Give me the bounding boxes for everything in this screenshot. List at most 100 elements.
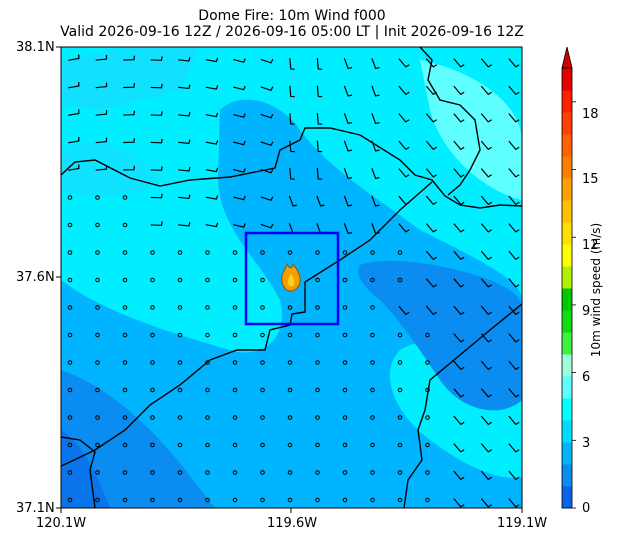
wind-barb bbox=[508, 278, 520, 288]
calm-wind-marker bbox=[205, 332, 210, 338]
fire-icon[interactable] bbox=[281, 262, 301, 292]
calm-wind-marker bbox=[260, 277, 265, 283]
calm-wind-marker bbox=[150, 497, 155, 503]
wind-barbs bbox=[67, 54, 520, 508]
calm-wind-marker bbox=[205, 497, 210, 503]
wind-barb bbox=[260, 223, 274, 229]
calm-wind-marker bbox=[232, 305, 238, 310]
wind-barb bbox=[453, 85, 465, 96]
wind-barb bbox=[480, 470, 493, 481]
calm-wind-marker bbox=[425, 497, 430, 503]
wind-barb bbox=[508, 85, 520, 96]
calm-wind-marker bbox=[425, 442, 430, 448]
calm-wind-marker bbox=[95, 470, 100, 475]
wind-barb bbox=[178, 166, 191, 172]
wind-barb bbox=[508, 250, 520, 261]
wind-barb bbox=[453, 223, 465, 233]
calm-wind-marker bbox=[260, 470, 265, 475]
wind-barb bbox=[123, 165, 136, 171]
wind-barb bbox=[316, 195, 325, 207]
wind-barb bbox=[233, 195, 246, 201]
wind-barb bbox=[425, 250, 438, 261]
wind-barb bbox=[453, 305, 465, 316]
calm-wind-marker bbox=[122, 332, 128, 338]
calm-wind-marker bbox=[95, 195, 100, 200]
wind-barb bbox=[508, 333, 520, 343]
wind-barb bbox=[260, 168, 274, 174]
calm-wind-marker bbox=[122, 497, 128, 503]
calm-wind-marker bbox=[260, 360, 265, 365]
wind-barb bbox=[371, 140, 380, 152]
colorbar-extend-arrow bbox=[561, 46, 573, 69]
calm-wind-marker bbox=[232, 470, 238, 475]
calm-wind-marker bbox=[397, 332, 403, 338]
calm-wind-marker bbox=[122, 277, 128, 283]
wind-barb bbox=[343, 113, 353, 125]
calm-wind-marker bbox=[205, 360, 210, 365]
colorbar-tick: 6 bbox=[582, 370, 591, 385]
wind-barb bbox=[68, 164, 80, 171]
wind-barb bbox=[233, 58, 246, 63]
calm-wind-marker bbox=[122, 250, 128, 255]
wind-barb bbox=[371, 168, 380, 180]
calm-wind-marker bbox=[177, 305, 183, 310]
calm-wind-marker bbox=[177, 332, 183, 338]
calm-wind-marker bbox=[232, 360, 238, 365]
wind-barb bbox=[453, 333, 465, 343]
wind-barb bbox=[453, 498, 465, 508]
calm-wind-marker bbox=[95, 222, 100, 228]
wind-barb bbox=[289, 113, 295, 125]
wind-barb bbox=[508, 498, 520, 508]
colorbar-segment bbox=[562, 266, 572, 289]
wind-barb bbox=[480, 223, 493, 233]
y-tick-label: 37.1N bbox=[16, 501, 55, 516]
calm-wind-marker bbox=[397, 497, 403, 503]
wind-barb bbox=[95, 110, 108, 116]
calm-wind-marker bbox=[205, 387, 210, 393]
calm-wind-marker bbox=[95, 332, 100, 338]
calm-wind-marker bbox=[425, 415, 430, 420]
calm-wind-marker bbox=[315, 250, 320, 255]
state-county-borders bbox=[61, 47, 522, 508]
wind-barb bbox=[425, 58, 438, 68]
calm-wind-marker bbox=[150, 470, 155, 475]
calm-wind-marker bbox=[342, 415, 348, 420]
calm-wind-marker bbox=[342, 360, 348, 365]
wind-barb bbox=[508, 223, 520, 233]
wind-barb bbox=[205, 57, 219, 63]
wind-barb bbox=[343, 58, 353, 70]
wind-barb bbox=[508, 168, 520, 178]
wind-barb bbox=[453, 415, 465, 426]
calm-wind-marker bbox=[425, 332, 430, 338]
tick-marks bbox=[56, 46, 523, 513]
wind-barb bbox=[316, 168, 323, 180]
wind-barb bbox=[233, 85, 246, 91]
wind-barb bbox=[480, 140, 493, 151]
wind-barb bbox=[425, 223, 438, 233]
wind-barb bbox=[453, 195, 465, 206]
wind-barb bbox=[178, 221, 191, 227]
wind-barb bbox=[178, 139, 191, 145]
wind-barb bbox=[260, 86, 274, 92]
wind-barb bbox=[398, 140, 410, 151]
wind-barb bbox=[453, 388, 465, 398]
wind-barb bbox=[233, 140, 246, 146]
chart-title: Dome Fire: 10m Wind f000 bbox=[198, 8, 386, 24]
calm-wind-marker bbox=[342, 442, 348, 448]
wind-barb bbox=[260, 141, 274, 147]
wind-barb bbox=[233, 168, 246, 173]
wind-barb bbox=[453, 113, 465, 123]
calm-wind-marker bbox=[287, 305, 293, 310]
wind-barb bbox=[371, 113, 380, 125]
calm-wind-marker bbox=[287, 497, 293, 503]
wind-barb bbox=[95, 165, 108, 171]
calm-wind-marker bbox=[232, 497, 238, 503]
colorbar-tick: 12 bbox=[582, 238, 599, 253]
colorbar-segment bbox=[562, 156, 572, 179]
wind-barb bbox=[150, 193, 163, 199]
colorbar-segment bbox=[562, 310, 572, 333]
wind-barb bbox=[289, 168, 295, 180]
calm-wind-marker bbox=[397, 387, 403, 393]
wind-barb bbox=[480, 85, 493, 96]
